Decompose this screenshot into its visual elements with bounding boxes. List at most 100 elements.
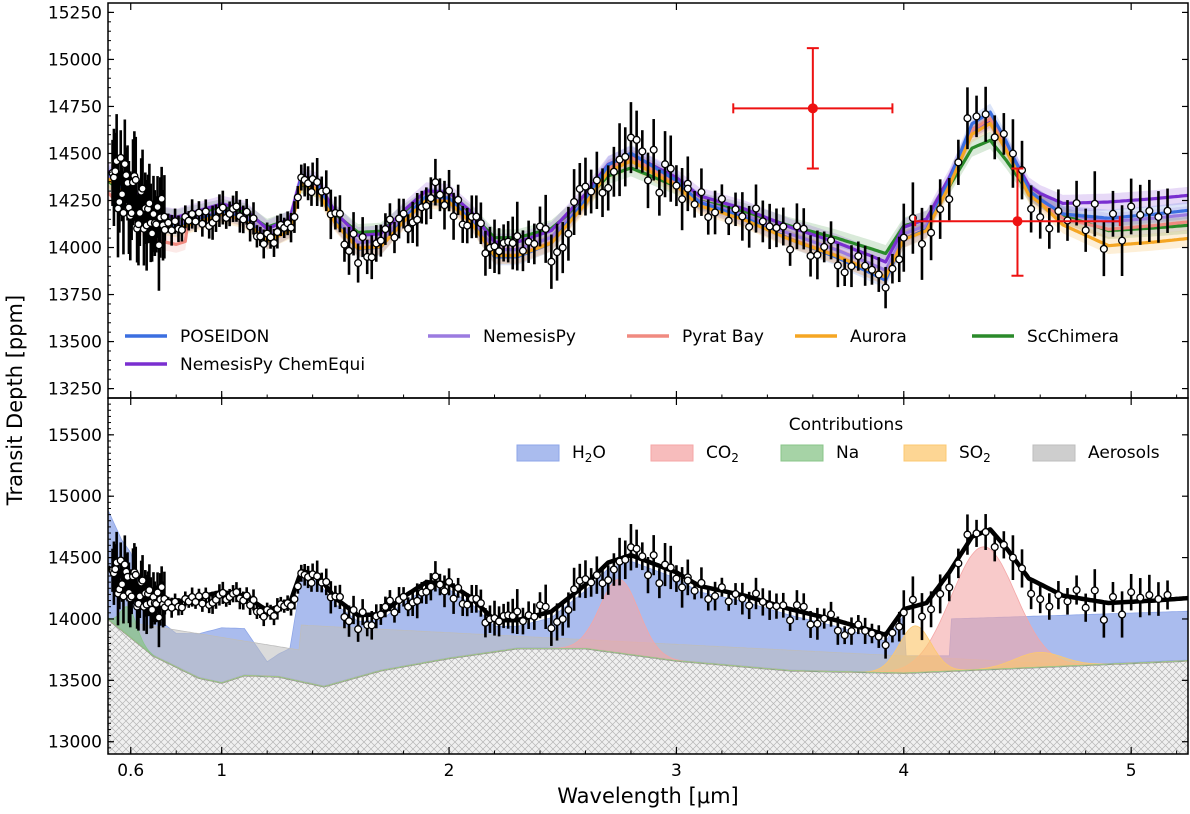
top-point-111 bbox=[435, 190, 445, 199]
top-point-64 bbox=[246, 222, 255, 231]
bot-point-92 bbox=[349, 605, 358, 615]
top-point-140 bbox=[581, 182, 590, 191]
top-point-196 bbox=[945, 195, 954, 204]
top-point-42 bbox=[171, 217, 180, 226]
bot-point-184 bbox=[854, 620, 863, 629]
top-point-145 bbox=[609, 167, 618, 176]
bot-point-179 bbox=[820, 614, 829, 623]
top-point-183 bbox=[847, 262, 856, 271]
top-point-189 bbox=[888, 264, 897, 273]
top-point-202 bbox=[999, 129, 1008, 138]
top-point-190 bbox=[895, 255, 904, 264]
top-point-215 bbox=[1118, 236, 1127, 245]
top-point-203 bbox=[1008, 149, 1017, 158]
top-point-154 bbox=[661, 160, 670, 169]
top-point-147 bbox=[621, 152, 630, 161]
bot-point-144 bbox=[604, 576, 613, 585]
bot-point-147 bbox=[621, 555, 630, 564]
bot-point-36 bbox=[157, 583, 166, 592]
top-point-2 bbox=[111, 167, 120, 176]
top-point-71 bbox=[269, 238, 279, 248]
top-ytick-label: 15250 bbox=[48, 3, 102, 23]
error-bar-cross-2-marker bbox=[1012, 216, 1023, 227]
bot-point-78 bbox=[293, 582, 302, 591]
bot-point-212 bbox=[1090, 586, 1099, 595]
bot-point-22 bbox=[138, 576, 147, 585]
xtick-label: 2 bbox=[444, 761, 455, 781]
legend-patch-3 bbox=[903, 444, 947, 462]
top-point-136 bbox=[558, 243, 567, 252]
bot-point-187 bbox=[874, 632, 883, 641]
bot-point-65 bbox=[249, 595, 258, 604]
top-point-173 bbox=[779, 222, 788, 231]
top-point-54 bbox=[211, 214, 221, 223]
top-point-90 bbox=[340, 240, 349, 249]
top-ytick-label: 14750 bbox=[48, 97, 102, 117]
bot-point-217 bbox=[1136, 593, 1145, 602]
bot-point-176 bbox=[799, 602, 808, 611]
top-point-187 bbox=[874, 270, 883, 279]
top-point-98 bbox=[376, 236, 385, 245]
top-point-141 bbox=[587, 187, 596, 196]
bot-point-216 bbox=[1127, 588, 1136, 597]
bot-point-149 bbox=[632, 544, 641, 553]
top-point-62 bbox=[239, 215, 248, 224]
top-point-14 bbox=[127, 209, 136, 218]
bot-ytick-label: 13000 bbox=[48, 733, 102, 753]
top-point-127 bbox=[508, 238, 517, 248]
top-point-172 bbox=[772, 223, 781, 232]
top-point-135 bbox=[553, 248, 562, 257]
bot-point-86 bbox=[322, 577, 331, 586]
top-point-114 bbox=[449, 212, 458, 221]
top-point-131 bbox=[530, 239, 539, 248]
bot-point-167 bbox=[738, 594, 747, 603]
bot-point-201 bbox=[990, 542, 999, 552]
xtick-label: 3 bbox=[671, 761, 682, 781]
xtick-label: 0.6 bbox=[117, 761, 144, 781]
bot-point-89 bbox=[335, 592, 344, 601]
bot-point-136 bbox=[558, 614, 567, 624]
top-point-5 bbox=[115, 197, 124, 207]
top-ytick-label: 14500 bbox=[48, 144, 102, 164]
legend-tail: O bbox=[592, 443, 605, 463]
top-point-22 bbox=[138, 184, 147, 193]
top-point-63 bbox=[242, 207, 251, 216]
bot-point-101 bbox=[390, 608, 399, 617]
bot-point-94 bbox=[358, 608, 367, 617]
bot-point-196 bbox=[945, 583, 954, 592]
bot-point-108 bbox=[422, 587, 431, 596]
bot-point-207 bbox=[1045, 602, 1054, 611]
top-point-142 bbox=[592, 176, 601, 185]
bot-point-174 bbox=[786, 616, 795, 625]
bot-point-175 bbox=[792, 601, 801, 610]
top-point-44 bbox=[177, 225, 186, 234]
bot-point-112 bbox=[440, 587, 449, 596]
top-point-216 bbox=[1127, 202, 1136, 211]
bot-point-211 bbox=[1081, 603, 1090, 612]
top-point-163 bbox=[711, 208, 720, 217]
bot-point-51 bbox=[201, 591, 210, 600]
top-point-149 bbox=[632, 135, 641, 144]
bot-point-98 bbox=[376, 610, 385, 619]
bot-point-171 bbox=[765, 601, 774, 610]
bot-point-33 bbox=[153, 588, 162, 597]
bot-point-170 bbox=[758, 597, 767, 606]
top-point-36 bbox=[157, 194, 166, 203]
top-point-218 bbox=[1145, 206, 1154, 215]
top-point-198 bbox=[963, 114, 972, 123]
top-point-47 bbox=[188, 209, 197, 218]
bot-point-199 bbox=[972, 529, 981, 538]
bot-point-195 bbox=[936, 589, 945, 598]
top-point-184 bbox=[854, 252, 863, 261]
top-point-160 bbox=[690, 200, 699, 209]
bot-point-68 bbox=[259, 612, 268, 621]
top-ytick-label: 13750 bbox=[48, 286, 102, 306]
bot-point-151 bbox=[643, 571, 653, 580]
bot-point-29 bbox=[148, 605, 157, 614]
top-point-164 bbox=[717, 194, 726, 203]
bot-point-93 bbox=[354, 625, 363, 634]
bot-point-137 bbox=[564, 605, 573, 615]
top-point-65 bbox=[249, 214, 258, 223]
top-point-110 bbox=[431, 178, 440, 187]
top-point-68 bbox=[259, 239, 268, 249]
